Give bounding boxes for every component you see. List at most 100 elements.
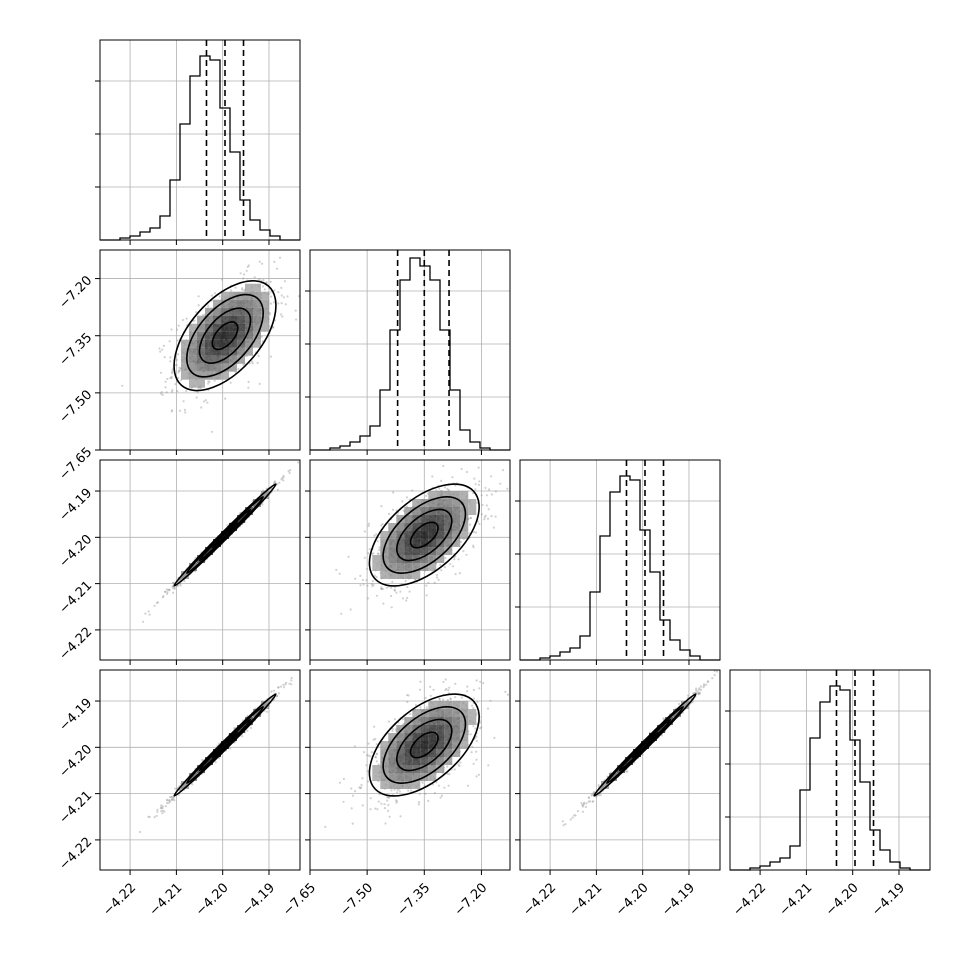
density-cell xyxy=(205,307,213,316)
scatter-point xyxy=(164,386,167,389)
scatter-point xyxy=(177,324,180,327)
scatter-point xyxy=(438,698,441,701)
contour-line xyxy=(186,706,264,784)
density-cell xyxy=(452,539,461,547)
density-cell xyxy=(181,571,189,579)
density-cell xyxy=(428,773,437,781)
density-cell xyxy=(245,347,253,356)
density-cell xyxy=(396,547,405,555)
scatter-point xyxy=(168,799,171,802)
scatter-point xyxy=(247,380,250,383)
density-cell xyxy=(396,733,405,741)
contour-line xyxy=(173,693,277,797)
contour-line xyxy=(396,508,453,562)
scatter-point xyxy=(144,612,147,615)
scatter-point xyxy=(477,773,480,776)
scatter-point xyxy=(448,686,451,689)
scatter-point xyxy=(472,544,475,547)
scatter-point xyxy=(172,591,175,594)
scatter-point xyxy=(375,760,378,763)
density-cell xyxy=(452,709,461,717)
density-cell xyxy=(468,717,477,725)
scatter-point xyxy=(170,390,173,393)
histogram-steps xyxy=(520,475,720,661)
scatter-point xyxy=(373,534,376,537)
scatter-point xyxy=(359,574,362,578)
scatter-point xyxy=(390,586,393,589)
scatter-point xyxy=(387,796,390,799)
density-cell xyxy=(221,363,229,372)
scatter-point xyxy=(380,524,383,527)
scatter-point xyxy=(476,501,479,504)
density-cell xyxy=(229,363,237,372)
scatter-point xyxy=(342,777,345,781)
density-cell xyxy=(436,491,445,499)
scatter-point xyxy=(164,590,167,593)
density-cell xyxy=(388,733,397,741)
scatter-point xyxy=(444,556,447,560)
scatter-point xyxy=(501,469,505,472)
density-cell xyxy=(412,709,421,717)
scatter-point xyxy=(513,691,515,693)
scatter-point xyxy=(273,480,277,483)
scatter-point xyxy=(289,469,292,472)
contour-line xyxy=(173,280,277,392)
scatter-point xyxy=(177,584,180,587)
scatter-point xyxy=(442,698,445,701)
density-cell xyxy=(444,749,453,757)
scatter-point xyxy=(272,326,275,329)
scatter-point xyxy=(251,360,254,363)
density-cell xyxy=(237,347,245,356)
density-cell xyxy=(396,555,405,563)
density-cell xyxy=(444,515,453,523)
density-cell xyxy=(189,339,197,348)
scatter-point xyxy=(262,279,265,282)
scatter-point xyxy=(193,319,196,322)
scatter-point xyxy=(366,584,369,587)
density-cell xyxy=(213,307,221,316)
scatter-point xyxy=(211,430,214,433)
scatter-point xyxy=(297,461,300,464)
scatter-point xyxy=(170,410,173,413)
density-cell xyxy=(205,547,213,555)
density-cell xyxy=(420,547,429,555)
contour-line xyxy=(382,496,467,574)
scatter-point xyxy=(169,360,172,363)
scatter-point xyxy=(391,727,394,730)
panel-frame xyxy=(99,669,301,871)
density-cell xyxy=(213,323,221,332)
density-cell xyxy=(396,765,405,773)
density-cell xyxy=(388,547,397,555)
density-cell xyxy=(253,307,261,316)
density-cell xyxy=(213,539,221,547)
scatter-point xyxy=(476,700,479,703)
scatter-point xyxy=(171,368,174,371)
scatter-point xyxy=(480,726,483,729)
density-cell xyxy=(189,323,197,332)
scatter-point xyxy=(208,380,211,383)
scatter-point xyxy=(161,393,164,396)
scatter-point xyxy=(282,296,285,299)
scatter-point xyxy=(370,751,373,754)
scatter-point xyxy=(166,799,169,802)
scatter-point xyxy=(288,682,291,685)
scatter-point xyxy=(159,392,163,395)
scatter-point xyxy=(387,803,390,807)
scatter-point xyxy=(279,685,283,688)
scatter-point xyxy=(290,676,293,680)
scatter-point xyxy=(159,350,162,353)
scatter-point xyxy=(406,700,409,704)
density-cell xyxy=(396,725,405,733)
scatter-point xyxy=(392,491,395,494)
density-cell xyxy=(197,371,205,380)
density-cell xyxy=(261,299,269,308)
density-cell xyxy=(205,339,213,348)
scatter-point xyxy=(268,313,271,316)
scatter-point xyxy=(469,517,472,520)
scatter-point xyxy=(282,686,286,689)
scatter-point xyxy=(359,786,363,789)
scatter-point xyxy=(405,599,408,602)
density-cell xyxy=(380,765,389,773)
scatter-point xyxy=(407,694,410,697)
scatter-point xyxy=(486,517,490,520)
